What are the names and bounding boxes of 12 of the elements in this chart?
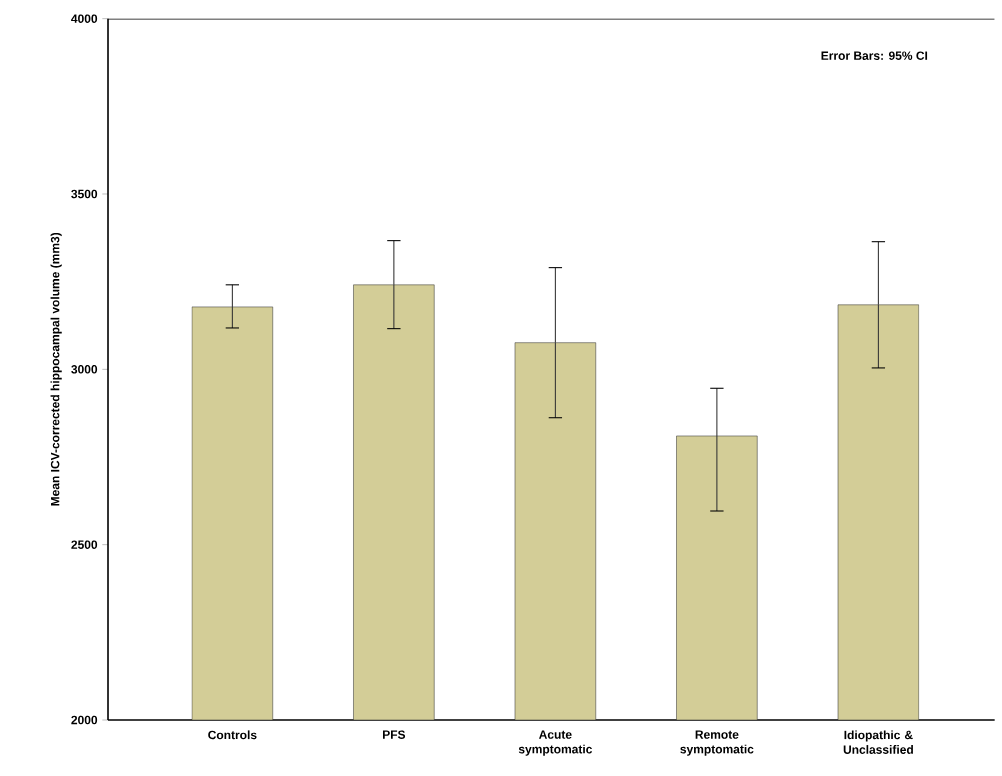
x-tick-label: PFS	[383, 730, 406, 739]
x-tick-label: Controls	[208, 730, 257, 740]
y-tick-label: 4000	[71, 14, 98, 23]
y-axis-title: Mean ICV-corrected hippocampal volume (mm3)	[50, 232, 62, 506]
x-tick-label: Acute symptomatic	[518, 730, 593, 756]
y-tick-label: 3000	[71, 365, 98, 374]
y-tick-label: 2000	[71, 715, 98, 725]
y-tick-label: 3500	[71, 189, 98, 199]
x-tick-label: Idiopathic & Unclassified	[843, 730, 913, 754]
annotation: Error Bars: 95% CI	[821, 51, 928, 60]
x-tick-label: Remote symptomatic	[680, 730, 754, 756]
y-tick-label: 2500	[71, 540, 98, 549]
